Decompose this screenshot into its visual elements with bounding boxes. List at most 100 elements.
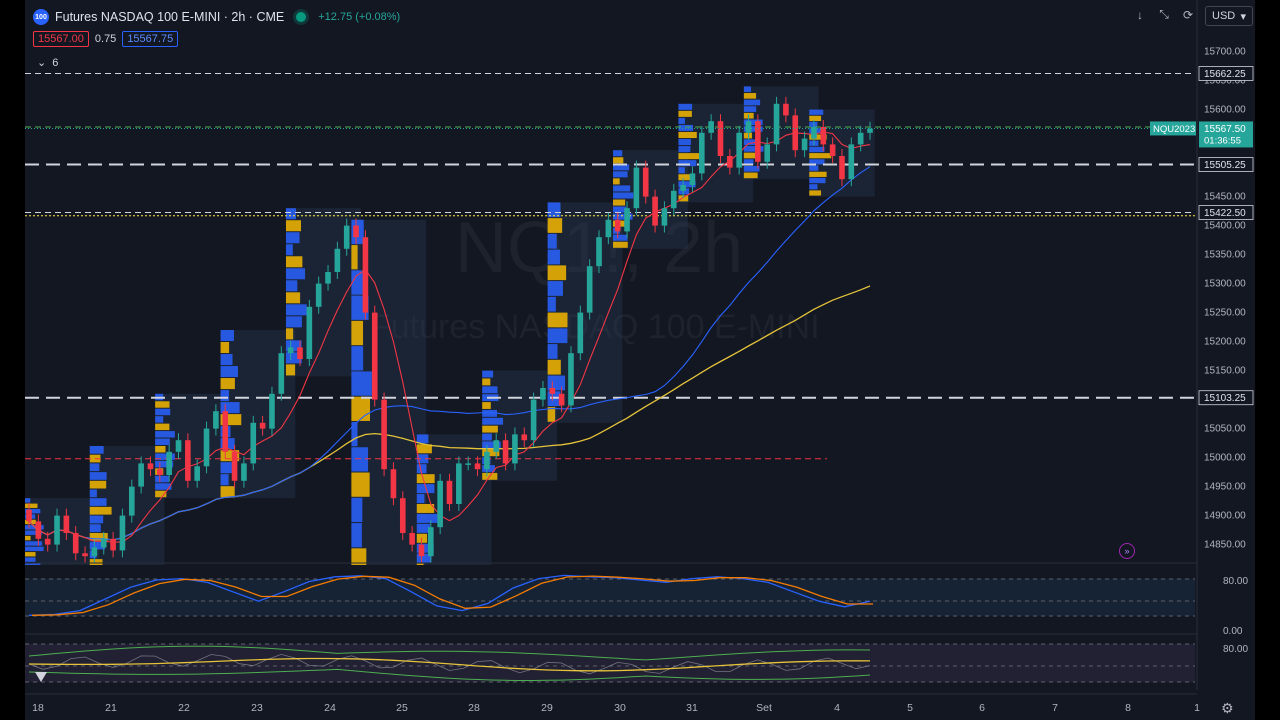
candle-body[interactable] bbox=[110, 538, 116, 551]
candle-body[interactable] bbox=[848, 144, 855, 180]
candle-body[interactable] bbox=[670, 190, 677, 209]
candle-body[interactable] bbox=[577, 312, 584, 354]
candle-body[interactable] bbox=[727, 156, 733, 168]
candle-body[interactable] bbox=[689, 173, 696, 185]
candle-body[interactable] bbox=[128, 486, 135, 516]
candle-body[interactable] bbox=[325, 272, 331, 284]
level-price-tag[interactable] bbox=[1198, 205, 1254, 220]
candle-body[interactable] bbox=[91, 547, 98, 557]
price-axis[interactable] bbox=[1197, 0, 1255, 720]
candle-body[interactable] bbox=[745, 121, 752, 133]
candle-body[interactable] bbox=[605, 219, 612, 238]
candle-body[interactable] bbox=[100, 538, 107, 548]
candle-body[interactable] bbox=[764, 144, 771, 162]
candle-body[interactable] bbox=[44, 538, 51, 545]
candle-body[interactable] bbox=[717, 121, 724, 156]
candle-body[interactable] bbox=[633, 167, 640, 209]
candle-body[interactable] bbox=[278, 353, 285, 394]
candle-body[interactable] bbox=[661, 208, 668, 226]
candle-body[interactable] bbox=[362, 237, 369, 313]
candle-body[interactable] bbox=[792, 115, 799, 151]
candle-body[interactable] bbox=[829, 144, 836, 156]
candle-body[interactable] bbox=[119, 515, 126, 551]
candle-body[interactable] bbox=[82, 553, 88, 557]
candle-body[interactable] bbox=[755, 121, 761, 162]
candle-body[interactable] bbox=[614, 219, 621, 232]
candle-body[interactable] bbox=[642, 167, 649, 197]
level-price-tag[interactable] bbox=[1198, 66, 1254, 81]
candle-body[interactable] bbox=[241, 463, 247, 481]
candle-body[interactable] bbox=[698, 132, 705, 174]
candle-body[interactable] bbox=[353, 225, 359, 238]
candle-body[interactable] bbox=[54, 515, 60, 545]
candle-body[interactable] bbox=[63, 515, 70, 533]
candle-body[interactable] bbox=[409, 533, 415, 545]
screenshot-icon[interactable]: ⟳ bbox=[1182, 7, 1194, 22]
candle-body[interactable] bbox=[306, 306, 313, 359]
candle-body[interactable] bbox=[530, 399, 537, 441]
candle-body[interactable] bbox=[437, 480, 443, 528]
candle-body[interactable] bbox=[222, 411, 229, 452]
gear-icon[interactable]: ⚙ bbox=[1221, 700, 1234, 716]
currency-select[interactable]: USD ▾ bbox=[1205, 6, 1253, 26]
candle-body[interactable] bbox=[512, 434, 518, 464]
candle-body[interactable] bbox=[35, 521, 42, 539]
candle-body[interactable] bbox=[783, 103, 789, 116]
candle-body[interactable] bbox=[203, 428, 210, 467]
candle-body[interactable] bbox=[315, 283, 322, 307]
candle-body[interactable] bbox=[465, 463, 471, 465]
candle-body[interactable] bbox=[446, 480, 453, 504]
candle-body[interactable] bbox=[596, 237, 602, 267]
candle-body[interactable] bbox=[399, 498, 406, 533]
candle-body[interactable] bbox=[213, 411, 219, 429]
candle-body[interactable] bbox=[773, 103, 780, 145]
candle-body[interactable] bbox=[418, 544, 425, 557]
candle-body[interactable] bbox=[297, 347, 303, 359]
candle-body[interactable] bbox=[493, 440, 500, 452]
candle-body[interactable] bbox=[568, 353, 574, 406]
candle-body[interactable] bbox=[175, 440, 182, 452]
candle-body[interactable] bbox=[820, 127, 827, 145]
candle-body[interactable] bbox=[549, 388, 556, 394]
go-to-realtime-icon[interactable]: » bbox=[1119, 543, 1135, 559]
expand-icon[interactable]: ⤡ bbox=[1159, 7, 1169, 21]
level-price-tag[interactable] bbox=[1198, 390, 1254, 406]
candle-body[interactable] bbox=[624, 208, 630, 232]
candle-body[interactable] bbox=[343, 225, 350, 249]
symbol-title[interactable]: Futures NASDAQ 100 E-MINI · 2h · CME bbox=[55, 10, 285, 24]
candle-body[interactable] bbox=[558, 393, 565, 406]
candle-body[interactable] bbox=[708, 121, 714, 133]
candle-body[interactable] bbox=[157, 469, 163, 475]
candle-body[interactable] bbox=[231, 451, 238, 481]
candle-body[interactable] bbox=[474, 463, 481, 470]
candle-body[interactable] bbox=[680, 185, 686, 191]
candle-body[interactable] bbox=[259, 422, 266, 429]
candle-body[interactable] bbox=[652, 196, 658, 226]
candle-body[interactable] bbox=[839, 156, 845, 180]
candle-body[interactable] bbox=[371, 312, 378, 400]
candle-body[interactable] bbox=[428, 527, 434, 557]
candle-body[interactable] bbox=[540, 388, 546, 400]
candle-body[interactable] bbox=[185, 440, 191, 481]
stoch-pane[interactable] bbox=[25, 565, 1195, 628]
indicators-toggle[interactable]: ⌄ 6 bbox=[37, 56, 58, 70]
candle-body[interactable] bbox=[521, 434, 528, 441]
candle-body[interactable] bbox=[334, 248, 341, 272]
buy-button[interactable]: 15567.75 bbox=[122, 31, 179, 47]
candle-body[interactable] bbox=[502, 440, 509, 464]
candle-body[interactable] bbox=[484, 451, 490, 470]
candle-body[interactable] bbox=[72, 533, 79, 554]
chart-frame[interactable]: NQ1!, 2h Futures NASDAQ 100 E-MINI 15700.0… bbox=[25, 0, 1255, 720]
candle-body[interactable] bbox=[801, 138, 808, 151]
level-price-tag[interactable] bbox=[1198, 157, 1254, 172]
candle-body[interactable] bbox=[811, 127, 817, 139]
candle-body[interactable] bbox=[736, 132, 742, 168]
candle-body[interactable] bbox=[287, 347, 294, 354]
candle-body[interactable] bbox=[26, 509, 32, 522]
candle-body[interactable] bbox=[250, 422, 257, 464]
candle-body[interactable] bbox=[867, 128, 873, 133]
candle-body[interactable] bbox=[147, 463, 154, 470]
candle-body[interactable] bbox=[390, 469, 397, 499]
candle-body[interactable] bbox=[857, 132, 864, 145]
